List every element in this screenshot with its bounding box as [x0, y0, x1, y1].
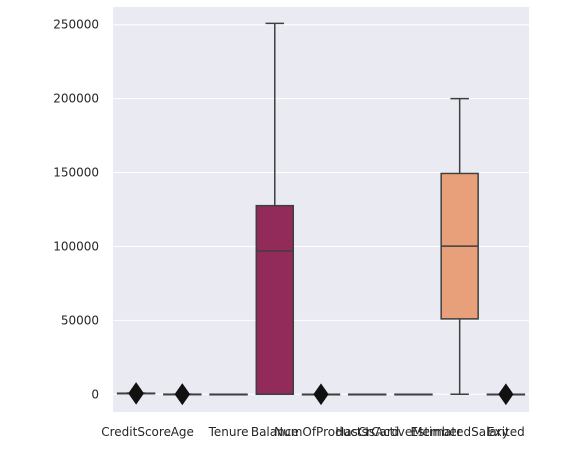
- y-tick-label: 100000: [53, 239, 99, 253]
- x-tick-label: Age: [171, 425, 194, 439]
- x-tick-label: CreditScore: [101, 425, 171, 439]
- outlier-marker: [313, 383, 329, 406]
- box-iqr: [255, 204, 295, 396]
- y-tick-label: 0: [91, 387, 99, 401]
- x-tick-label: IsActiveMember: [365, 425, 461, 439]
- box-balance: [255, 22, 295, 396]
- y-tick-label: 50000: [61, 313, 99, 327]
- x-tick-label: EstimatedSalary: [411, 425, 509, 439]
- box-exited: [486, 383, 526, 406]
- y-tick-label: 250000: [53, 18, 99, 32]
- x-axis-ticks: CreditScore Age Tenure BalanceNumOfProducts…: [101, 425, 524, 439]
- x-tick-label: Tenure: [208, 425, 249, 439]
- y-tick-label: 150000: [53, 166, 99, 180]
- x-tick-label: NumOfProducts: [274, 425, 368, 439]
- box-tenure: [209, 393, 248, 396]
- x-tick-label: Exited: [487, 425, 525, 439]
- box-age: [163, 383, 202, 406]
- box-isactivemember: [394, 393, 433, 396]
- box-numofproducts: [301, 383, 341, 406]
- y-tick-label: 200000: [53, 92, 99, 106]
- x-tick-label: Balance: [251, 425, 299, 439]
- outlier-marker: [174, 383, 190, 405]
- outlier-marker: [128, 382, 144, 404]
- box-hascrcard: [347, 393, 387, 396]
- box-estimatedsalary: [440, 97, 479, 395]
- y-axis-ticks: 0 50000 100000 150000 200000 250000: [53, 18, 99, 402]
- x-tick-label: HasCrCard: [335, 425, 399, 439]
- outlier-marker: [498, 383, 514, 406]
- boxes: [116, 22, 526, 406]
- box-creditscore: [116, 382, 156, 405]
